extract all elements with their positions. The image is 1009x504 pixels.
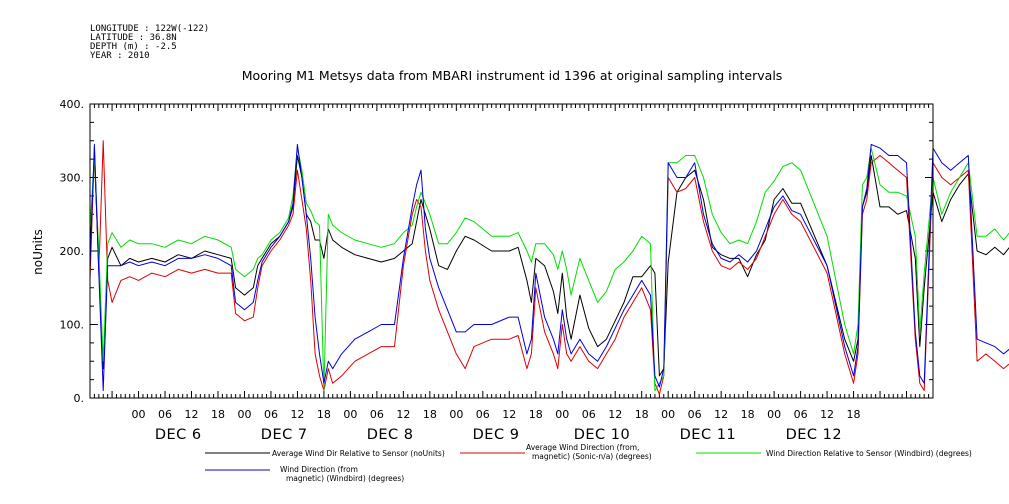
day-label: DEC 11 (680, 427, 737, 443)
x-tick-label: 00 (343, 408, 357, 421)
x-tick-label: 12 (185, 408, 199, 421)
x-tick-label: 06 (794, 408, 808, 421)
x-tick-label: 06 (688, 408, 702, 421)
plot-frame (89, 103, 934, 399)
legend-label-1: Average Wind Dir Relative to Sensor (noU… (272, 449, 445, 458)
series-line-4 (89, 143, 1009, 392)
y-tick-label: 200. (60, 245, 85, 258)
x-tick-label: 18 (211, 408, 225, 421)
x-tick-label: 12 (396, 408, 410, 421)
legend-label-2: Average Wind Direction (from, magnetic) (… (526, 443, 652, 461)
legend-label-4: Wind Direction (from magnetic) (Windbird)… (280, 465, 404, 483)
x-tick-label: 06 (370, 408, 384, 421)
x-tick-label: 00 (555, 408, 569, 421)
y-tick-label: 0. (74, 392, 85, 405)
year-text: YEAR : 2010 (90, 51, 150, 61)
y-axis-label: noUnits (31, 229, 45, 275)
day-label: DEC 7 (261, 427, 308, 443)
x-tick-label: 12 (290, 408, 304, 421)
day-label: DEC 10 (574, 427, 631, 443)
x-tick-label: 12 (608, 408, 622, 421)
chart-title: Mooring M1 Metsys data from MBARI instru… (242, 68, 783, 83)
x-tick-label: 12 (502, 408, 516, 421)
x-tick-label: 18 (847, 408, 861, 421)
depth-text: DEPTH (m) : -2.5 (90, 42, 177, 52)
x-axis-ticks: 00 06 12 18 00 06 12 18 00 06 12 18 00 06 12 18 00 06 12 18… (89, 104, 934, 443)
x-tick-label: 18 (635, 408, 649, 421)
x-tick-label: 00 (767, 408, 781, 421)
y-tick-label: 400. (60, 98, 85, 111)
day-label: DEC 9 (473, 427, 520, 443)
x-tick-label: 06 (582, 408, 596, 421)
x-tick-label: 18 (529, 408, 543, 421)
x-tick-label: 00 (449, 408, 463, 421)
x-tick-label: 18 (317, 408, 331, 421)
y-tick-label: 300. (60, 172, 85, 185)
series-line-1 (89, 155, 1009, 377)
day-label: DEC 6 (155, 427, 202, 443)
metadata-block: LONGITUDE : 122W(-122) LATITUDE : 36.8N … (90, 24, 209, 61)
legend: Average Wind Dir Relative to Sensor (noU… (205, 443, 972, 483)
series-line-2 (89, 140, 1009, 395)
x-tick-label: 12 (714, 408, 728, 421)
x-tick-label: 18 (741, 408, 755, 421)
x-tick-label: 18 (423, 408, 437, 421)
x-tick-label: 00 (237, 408, 251, 421)
day-label: DEC 8 (367, 427, 414, 443)
x-tick-label: 06 (476, 408, 490, 421)
legend-label-3: Wind Direction Relative to Sensor (Windb… (766, 449, 972, 458)
latitude-text: LATITUDE : 36.8N (90, 33, 177, 43)
x-tick-label: 00 (132, 408, 146, 421)
x-tick-label: 06 (158, 408, 172, 421)
series-lines (89, 140, 1009, 395)
x-tick-label: 12 (820, 408, 834, 421)
x-tick-label: 06 (264, 408, 278, 421)
longitude-text: LONGITUDE : 122W(-122) (90, 24, 209, 34)
day-label: DEC 12 (786, 427, 843, 443)
x-tick-label: 00 (661, 408, 675, 421)
y-tick-label: 100. (60, 319, 85, 332)
series-line-3 (89, 147, 1009, 392)
